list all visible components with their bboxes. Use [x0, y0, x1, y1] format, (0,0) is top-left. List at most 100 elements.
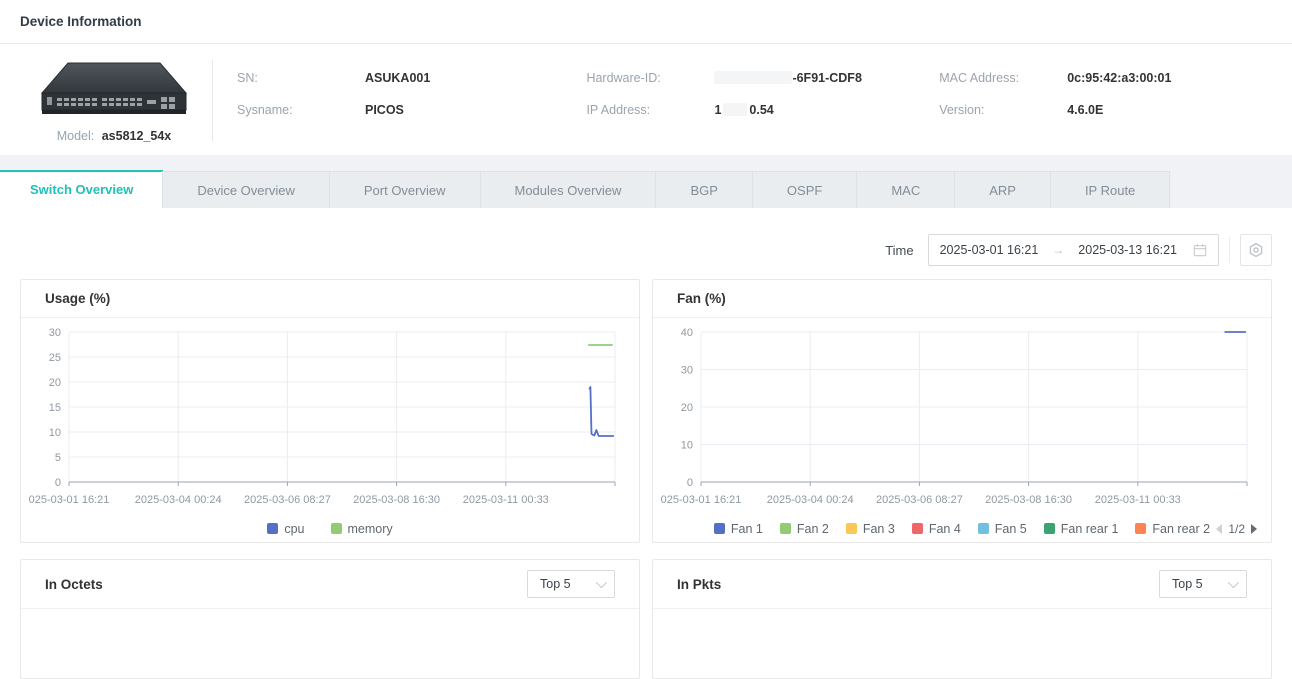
settings-button[interactable] [1240, 234, 1272, 266]
time-label: Time [885, 243, 913, 258]
top-select-value: Top 5 [540, 577, 571, 591]
fan-chart: 010203040025-03-01 16:212025-03-04 00:24… [653, 318, 1271, 515]
legend-item-cpu[interactable]: cpu [267, 522, 304, 536]
legend-item-memory[interactable]: memory [331, 522, 393, 536]
vertical-divider [212, 60, 213, 141]
in-octets-chart-area [21, 609, 639, 679]
svg-text:40: 40 [681, 327, 693, 339]
legend-label: Fan 5 [995, 522, 1027, 536]
charts-row: Usage (%) 051015202530025-03-01 16:21202… [20, 279, 1272, 543]
legend-pager: 1/2 [1216, 522, 1257, 536]
fan-card-title: Fan (%) [653, 280, 1271, 318]
legend-item-fan-4[interactable]: Fan 4 [912, 522, 961, 536]
legend-label: Fan rear 1 [1061, 522, 1119, 536]
tab-modules-overview[interactable]: Modules Overview [480, 171, 657, 208]
time-range-picker[interactable]: 2025-03-01 16:21 → 2025-03-13 16:21 [928, 234, 1219, 266]
tab-content: Time 2025-03-01 16:21 → 2025-03-13 16:21 [0, 234, 1292, 679]
svg-text:10: 10 [49, 427, 61, 439]
legend-marker [1135, 523, 1146, 534]
tab-ospf[interactable]: OSPF [752, 171, 857, 208]
tab-bar: Switch OverviewDevice OverviewPort Overv… [0, 155, 1292, 208]
fan-card: Fan (%) 010203040025-03-01 16:212025-03-… [652, 279, 1272, 543]
chevron-down-icon [596, 577, 607, 588]
tab-bgp[interactable]: BGP [655, 171, 752, 208]
legend-marker [714, 523, 725, 534]
legend-label: Fan rear 2 [1152, 522, 1210, 536]
legend-item-fan-rear-2[interactable]: Fan rear 2 [1135, 522, 1210, 536]
in-pkts-card: In Pkts Top 5 [652, 559, 1272, 679]
usage-chart: 051015202530025-03-01 16:212025-03-04 00… [21, 318, 639, 515]
time-start-value: 2025-03-01 16:21 [940, 243, 1039, 257]
legend-label: cpu [284, 522, 304, 536]
time-end-value: 2025-03-13 16:21 [1078, 243, 1177, 257]
sysname-value: PICOS [365, 102, 404, 118]
legend-next-icon[interactable] [1251, 524, 1257, 534]
legend-prev-icon[interactable] [1216, 524, 1222, 534]
fan-legend: Fan 1 Fan 2 Fan 3 Fan 4 Fan 5 Fan rear 1 Fan r… [653, 515, 1271, 542]
time-filter-row: Time 2025-03-01 16:21 → 2025-03-13 16:21 [20, 234, 1272, 266]
legend-label: Fan 4 [929, 522, 961, 536]
svg-text:2025-03-11 00:33: 2025-03-11 00:33 [1095, 494, 1181, 506]
tab-switch-overview[interactable]: Switch Overview [0, 170, 163, 208]
field-sn: SN: ASUKA001 [237, 70, 576, 86]
legend-marker [912, 523, 923, 534]
svg-text:30: 30 [681, 365, 693, 377]
model-value: as5812_54x [102, 129, 172, 143]
legend-marker [846, 523, 857, 534]
page-header: Device Information [0, 0, 1292, 44]
legend-item-fan-3[interactable]: Fan 3 [846, 522, 895, 536]
tab-mac[interactable]: MAC [856, 171, 955, 208]
chevron-down-icon [1228, 577, 1239, 588]
svg-text:2025-03-08 16:30: 2025-03-08 16:30 [353, 494, 440, 506]
legend-item-fan-rear-1[interactable]: Fan rear 1 [1044, 522, 1119, 536]
in-octets-title: In Octets [45, 577, 103, 592]
legend-marker [1044, 523, 1055, 534]
in-pkts-title: In Pkts [677, 577, 721, 592]
mac-address-value: 0c:95:42:a3:00:01 [1067, 70, 1171, 86]
field-mac-address: MAC Address: 0c:95:42:a3:00:01 [939, 70, 1272, 86]
version-label: Version: [939, 102, 1067, 118]
legend-item-fan-5[interactable]: Fan 5 [978, 522, 1027, 536]
svg-text:025-03-01 16:21: 025-03-01 16:21 [661, 494, 742, 506]
legend-marker [780, 523, 791, 534]
legend-label: Fan 2 [797, 522, 829, 536]
legend-label: Fan 3 [863, 522, 895, 536]
legend-item-fan-2[interactable]: Fan 2 [780, 522, 829, 536]
in-octets-header: In Octets Top 5 [21, 560, 639, 609]
svg-text:25: 25 [49, 352, 61, 364]
traffic-row: In Octets Top 5 In Pkts Top 5 [20, 559, 1272, 679]
legend-page-indicator: 1/2 [1228, 522, 1245, 536]
sn-value: ASUKA001 [365, 70, 430, 86]
usage-card-title: Usage (%) [21, 280, 639, 318]
in-pkts-chart-area [653, 609, 1271, 679]
hardware-id-value: -6F91-CDF8 [714, 70, 861, 86]
device-fields-grid: SN: ASUKA001 Hardware-ID: -6F91-CDF8 MAC… [237, 58, 1272, 143]
tab-device-overview[interactable]: Device Overview [162, 171, 330, 208]
field-sysname: Sysname: PICOS [237, 102, 576, 118]
legend-marker [267, 523, 278, 534]
device-visual: Model: as5812_54x [20, 58, 208, 143]
svg-text:10: 10 [681, 440, 693, 452]
redacted-block [723, 103, 747, 116]
legend-marker [331, 523, 342, 534]
svg-text:0: 0 [55, 477, 61, 489]
legend-item-fan-1[interactable]: Fan 1 [714, 522, 763, 536]
field-ip-address: IP Address: 10.54 [586, 102, 929, 118]
in-pkts-top-select[interactable]: Top 5 [1159, 570, 1247, 598]
device-info-panel: Model: as5812_54x SN: ASUKA001 Hardware-… [0, 44, 1292, 155]
tab-ip-route[interactable]: IP Route [1050, 171, 1170, 208]
tab-arp[interactable]: ARP [954, 171, 1051, 208]
usage-card: Usage (%) 051015202530025-03-01 16:21202… [20, 279, 640, 543]
model-line: Model: as5812_54x [20, 129, 208, 143]
svg-text:2025-03-04 00:24: 2025-03-04 00:24 [767, 494, 854, 506]
toolbar-divider [1229, 237, 1230, 263]
model-label: Model: [57, 129, 95, 143]
svg-text:2025-03-11 00:33: 2025-03-11 00:33 [463, 494, 549, 506]
tab-port-overview[interactable]: Port Overview [329, 171, 481, 208]
field-version: Version: 4.6.0E [939, 102, 1272, 118]
in-octets-top-select[interactable]: Top 5 [527, 570, 615, 598]
fan-chart-canvas: 010203040025-03-01 16:212025-03-04 00:24… [653, 320, 1271, 510]
sn-label: SN: [237, 70, 365, 86]
svg-text:0: 0 [687, 477, 693, 489]
svg-text:15: 15 [49, 402, 61, 414]
